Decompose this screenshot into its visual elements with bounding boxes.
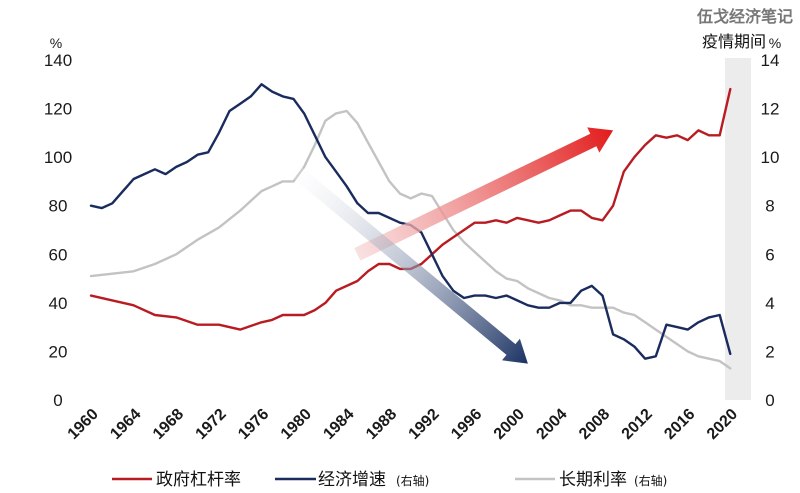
right-axis-tick-label: 8 (765, 197, 774, 216)
right-axis-tick-label: 12 (761, 100, 780, 119)
series-line-long-term-rate (89, 109, 732, 370)
left-axis-tick-label: 80 (49, 197, 68, 216)
legend-item-government-leverage: 政府杠杆率 (112, 470, 241, 490)
left-axis-tick-label: 20 (49, 342, 68, 361)
trend-arrows (289, 127, 614, 364)
pandemic-shaded-band (725, 58, 751, 400)
x-axis-tick-label: 2000 (491, 406, 528, 443)
legend-note-long-term-rate: (右轴) (634, 473, 667, 488)
x-axis-tick-label: 1964 (107, 406, 144, 443)
legend-label-government-leverage: 政府杠杆率 (156, 470, 241, 490)
left-axis-tick-label: 120 (44, 100, 72, 119)
x-axis-tick-label: 1988 (363, 406, 400, 443)
left-axis-unit: % (50, 35, 62, 51)
right-axis-tick-label: 4 (765, 294, 774, 313)
legend-label-long-term-rate: 长期利率 (559, 470, 627, 490)
x-axis-tick-label: 2020 (704, 406, 741, 443)
left-axis-tick-label: 40 (49, 294, 68, 313)
shaded-period-label: 疫情期间 (702, 32, 766, 51)
left-axis-tick-label: 60 (49, 245, 68, 264)
left-axis-tick-label: 100 (44, 148, 72, 167)
left-axis-tick-label: 140 (44, 51, 72, 70)
trend-arrow-down (289, 163, 528, 364)
legend-item-long-term-rate: 长期利率 (右轴) (515, 470, 667, 490)
legend: 政府杠杆率 经济增速 (右轴) 长期利率 (右轴) (112, 470, 667, 490)
x-axis-tick-label: 1972 (193, 406, 230, 443)
right-axis-tick-label: 14 (761, 51, 780, 70)
right-axis-tick-label: 2 (765, 342, 774, 361)
x-axis-ticks: 1960 1964 1968 1972 1976 1980 1984 1988 1992 1996… (65, 406, 742, 443)
right-axis-unit: % (769, 35, 781, 51)
x-axis-tick-label: 1980 (278, 406, 315, 443)
legend-label-economic-growth: 经济增速 (318, 470, 386, 490)
x-axis-tick-label: 1960 (65, 406, 102, 443)
x-axis-tick-label: 2012 (619, 406, 656, 443)
legend-note-economic-growth: (右轴) (396, 473, 429, 488)
right-axis-ticks: 0 2 4 6 8 10 12 14 (761, 51, 780, 410)
left-axis-ticks: 0 20 40 60 80 100 120 140 (44, 51, 72, 410)
right-axis-tick-label: 0 (765, 391, 774, 410)
right-axis-tick-label: 10 (761, 148, 780, 167)
x-axis-tick-label: 1976 (235, 406, 272, 443)
x-axis-tick-label: 2016 (661, 406, 698, 443)
x-axis-tick-label: 1984 (320, 406, 357, 443)
x-axis-tick-label: 1996 (448, 406, 485, 443)
x-axis-tick-label: 1992 (406, 406, 443, 443)
x-axis-tick-label: 1968 (150, 406, 187, 443)
right-axis-tick-label: 6 (765, 245, 774, 264)
trend-arrow-up (354, 127, 614, 261)
x-axis-tick-label: 2008 (576, 406, 613, 443)
x-axis-tick-label: 2004 (533, 406, 570, 443)
left-axis-tick-label: 0 (53, 391, 62, 410)
series-line-government-leverage (89, 87, 732, 331)
legend-item-economic-growth: 经济增速 (右轴) (275, 470, 429, 490)
watermark: 伍戈经济笔记 (696, 7, 793, 26)
